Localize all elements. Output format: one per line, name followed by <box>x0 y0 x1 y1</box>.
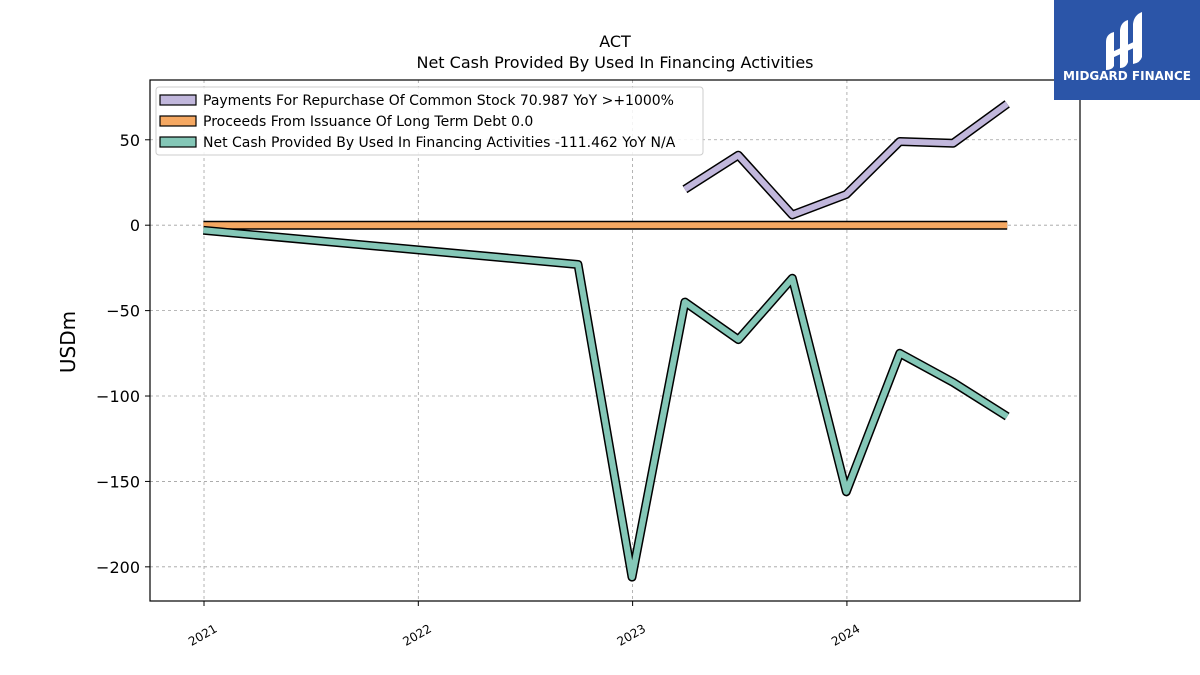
x-tick-label: 2023 <box>615 621 648 648</box>
y-tick-label: −150 <box>96 472 140 491</box>
x-axis-ticks: 2021 2022 2023 2024 <box>186 601 862 649</box>
logo-text: MIDGARD FINANCE <box>1063 69 1191 83</box>
series-line-1 <box>682 100 1010 220</box>
legend-label: Net Cash Provided By Used In Financing A… <box>203 135 676 151</box>
chart-subtitle: Net Cash Provided By Used In Financing A… <box>416 53 813 72</box>
y-axis-ticks: 50 0 −50 −100 −150 −200 <box>96 131 150 577</box>
series-line-2 <box>203 220 1008 230</box>
series-layer <box>202 100 1010 582</box>
legend-swatch <box>159 94 197 106</box>
y-tick-label: 0 <box>130 216 140 235</box>
brand-logo: MIDGARD FINANCE <box>1054 0 1200 100</box>
plot-frame <box>149 79 1081 602</box>
y-tick-label: 50 <box>120 131 140 150</box>
legend-label: Proceeds From Issuance Of Long Term Debt… <box>203 114 533 130</box>
y-tick-label: −100 <box>96 387 140 406</box>
legend: Payments For Repurchase Of Common Stock … <box>155 86 704 156</box>
plot-area <box>150 80 1080 601</box>
legend-label: Payments For Repurchase Of Common Stock … <box>203 93 674 109</box>
y-tick-label: −50 <box>106 302 140 321</box>
y-tick-label: −200 <box>96 558 140 577</box>
x-tick-label: 2022 <box>400 621 433 648</box>
legend-swatch <box>159 136 197 148</box>
x-tick-label: 2024 <box>829 621 862 648</box>
y-axis-label: USDm <box>56 311 80 373</box>
series-line-3 <box>202 225 1010 582</box>
x-tick-label: 2021 <box>186 621 219 648</box>
series-stroke <box>683 101 1009 218</box>
legend-swatch <box>159 115 197 127</box>
logo-mark-icon <box>1106 12 1142 70</box>
chart-title: ACT <box>599 32 631 51</box>
series-stroke <box>203 227 1009 581</box>
legend-box <box>155 86 704 156</box>
